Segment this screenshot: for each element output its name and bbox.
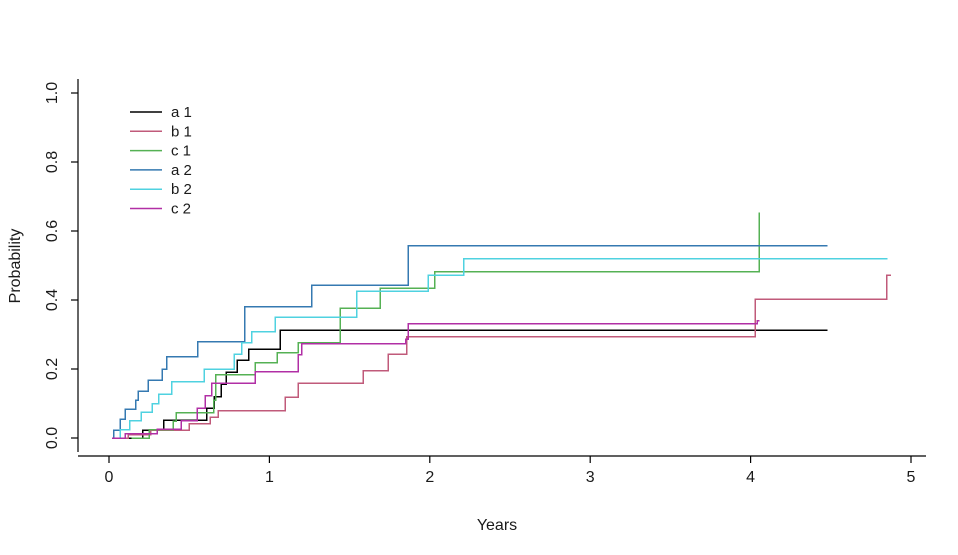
x-tick-label: 3 — [586, 469, 595, 486]
series-line-a-1 — [126, 329, 828, 439]
x-tick-label: 5 — [907, 469, 916, 486]
series-line-b-2 — [115, 258, 888, 439]
y-axis-ticks: 0.0 0.2 0.4 0.6 0.8 1.0 — [44, 82, 78, 449]
y-tick-label: 0.2 — [44, 358, 61, 380]
y-tick-label: 0.4 — [44, 289, 61, 311]
x-axis-title: Years — [477, 517, 517, 534]
legend-label-c-1: c 1 — [171, 143, 191, 160]
legend: a 1 b 1 c 1 a 2 b 2 c 2 — [130, 104, 192, 218]
y-tick-label: 0.6 — [44, 220, 61, 242]
x-tick-label: 1 — [265, 469, 274, 486]
y-tick-label: 0.8 — [44, 151, 61, 173]
series-line-b-1 — [125, 274, 891, 439]
y-tick-label: 0.0 — [44, 427, 61, 449]
legend-label-c-2: c 2 — [171, 201, 191, 218]
series-line-c-2 — [112, 319, 760, 439]
y-axis-title: Probability — [7, 229, 24, 304]
x-axis-ticks: 0 1 2 3 4 5 — [105, 456, 916, 486]
legend-label-b-1: b 1 — [171, 123, 192, 140]
series-paths — [112, 212, 891, 439]
y-tick-label: 1.0 — [44, 82, 61, 104]
series-line-c-1 — [131, 212, 761, 439]
legend-label-b-2: b 2 — [171, 181, 192, 198]
x-tick-label: 4 — [746, 469, 755, 486]
legend-label-a-2: a 2 — [171, 162, 192, 179]
x-tick-label: 2 — [425, 469, 434, 486]
legend-label-a-1: a 1 — [171, 104, 192, 121]
series-line-a-2 — [112, 245, 828, 439]
x-tick-label: 0 — [105, 469, 114, 486]
